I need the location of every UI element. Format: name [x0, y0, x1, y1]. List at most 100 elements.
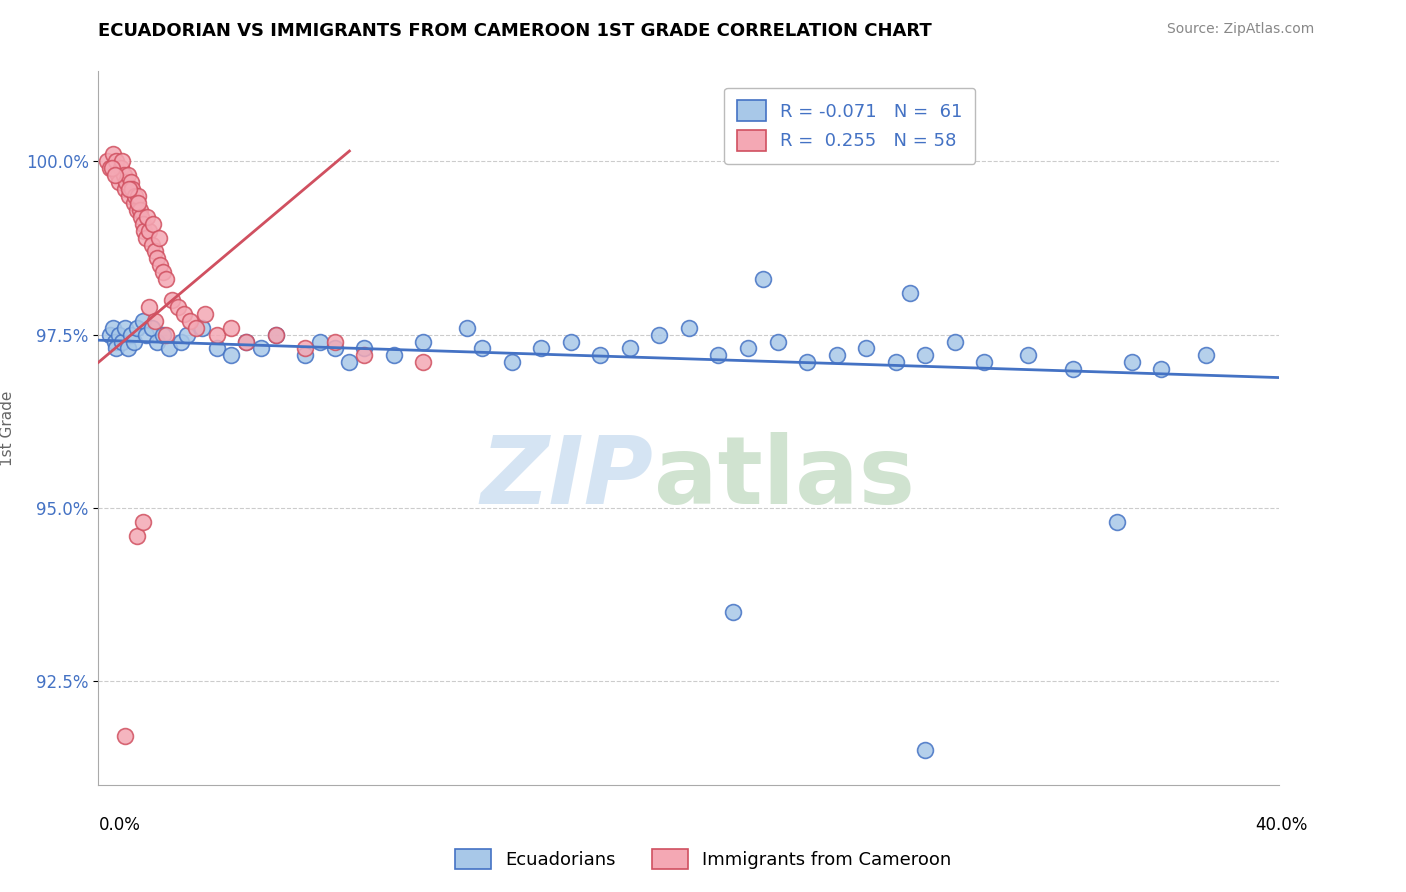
Point — [235, 334, 257, 349]
Point — [141, 237, 163, 252]
Text: ZIP: ZIP — [481, 432, 654, 524]
Point — [134, 224, 156, 238]
Point — [589, 348, 612, 362]
Point — [412, 334, 434, 349]
Point — [135, 327, 157, 342]
Point — [128, 202, 150, 217]
Point — [136, 210, 159, 224]
Point — [766, 334, 789, 349]
Point — [914, 743, 936, 757]
Point — [619, 342, 641, 356]
Point — [825, 348, 848, 362]
Point — [155, 272, 177, 286]
Point — [114, 730, 136, 744]
Point — [105, 342, 128, 356]
Point — [1018, 348, 1040, 362]
Point — [138, 224, 160, 238]
Point — [104, 169, 127, 183]
Text: 40.0%: 40.0% — [1256, 816, 1308, 834]
Point — [648, 327, 671, 342]
Point — [142, 217, 165, 231]
Point — [191, 320, 214, 334]
Point — [141, 320, 163, 334]
Point — [294, 342, 316, 356]
Point — [143, 244, 166, 259]
Y-axis label: 1st Grade: 1st Grade — [0, 391, 14, 466]
Point — [323, 342, 346, 356]
Point — [1062, 362, 1084, 376]
Point — [114, 182, 136, 196]
Point — [221, 348, 243, 362]
Point — [323, 334, 346, 349]
Point — [155, 327, 177, 342]
Point — [353, 342, 375, 356]
Point — [96, 154, 118, 169]
Point — [264, 327, 287, 342]
Point — [118, 189, 141, 203]
Point — [309, 334, 332, 349]
Point — [124, 189, 146, 203]
Point — [723, 605, 745, 619]
Point — [752, 272, 775, 286]
Point — [176, 327, 198, 342]
Point — [103, 320, 125, 334]
Point — [471, 342, 494, 356]
Point — [170, 334, 193, 349]
Point — [125, 202, 148, 217]
Legend: R = -0.071   N =  61, R =  0.255   N = 58: R = -0.071 N = 61, R = 0.255 N = 58 — [724, 87, 976, 163]
Point — [110, 161, 132, 176]
Point — [138, 300, 160, 314]
Point — [98, 327, 121, 342]
Legend: Ecuadorians, Immigrants from Cameroon: Ecuadorians, Immigrants from Cameroon — [446, 839, 960, 879]
Point — [149, 258, 172, 272]
Point — [115, 175, 138, 189]
Point — [179, 314, 201, 328]
Point — [943, 334, 966, 349]
Point — [129, 210, 152, 224]
Point — [127, 196, 149, 211]
Point — [108, 175, 131, 189]
Point — [382, 348, 405, 362]
Point — [412, 355, 434, 369]
Point — [122, 196, 145, 211]
Point — [104, 334, 127, 349]
Point — [132, 314, 155, 328]
Point — [914, 348, 936, 362]
Point — [678, 320, 700, 334]
Point — [796, 355, 818, 369]
Text: 0.0%: 0.0% — [98, 816, 141, 834]
Point — [132, 515, 155, 529]
Point — [125, 320, 148, 334]
Point — [250, 342, 273, 356]
Point — [157, 342, 180, 356]
Point — [1121, 355, 1143, 369]
Point — [114, 320, 136, 334]
Point — [146, 334, 169, 349]
Point — [205, 327, 228, 342]
Point — [146, 252, 169, 266]
Point — [205, 342, 228, 356]
Point — [127, 189, 149, 203]
Point — [501, 355, 523, 369]
Point — [884, 355, 907, 369]
Point — [173, 307, 195, 321]
Point — [120, 327, 142, 342]
Point — [855, 342, 877, 356]
Point — [152, 265, 174, 279]
Point — [1195, 348, 1218, 362]
Point — [143, 314, 166, 328]
Point — [132, 217, 155, 231]
Point — [221, 320, 243, 334]
Text: ECUADORIAN VS IMMIGRANTS FROM CAMEROON 1ST GRADE CORRELATION CHART: ECUADORIAN VS IMMIGRANTS FROM CAMEROON 1… — [98, 22, 932, 40]
Point — [121, 182, 143, 196]
Point — [122, 334, 145, 349]
Point — [98, 161, 121, 176]
Point — [162, 293, 183, 307]
Point — [294, 348, 316, 362]
Point — [135, 230, 157, 244]
Point — [112, 169, 135, 183]
Text: atlas: atlas — [654, 432, 914, 524]
Point — [184, 320, 207, 334]
Point — [194, 307, 217, 321]
Point — [457, 320, 479, 334]
